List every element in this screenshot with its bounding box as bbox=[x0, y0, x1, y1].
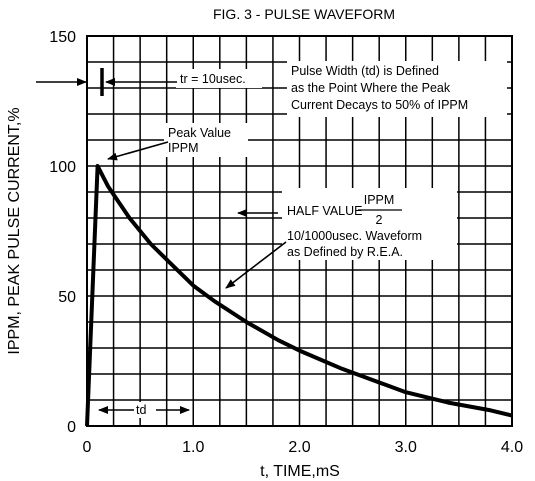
pulse-width-text-1: Pulse Width (td) is Defined bbox=[291, 64, 439, 78]
y-tick-label: 150 bbox=[49, 29, 76, 46]
x-tick-label: 3.0 bbox=[395, 439, 417, 456]
pulse-width-box bbox=[287, 61, 507, 117]
tr-label: tr = 10usec. bbox=[180, 72, 246, 86]
x-tick-labels: 0 1.0 2.0 3.0 4.0 bbox=[83, 439, 524, 456]
half-value-text: HALF VALUE bbox=[287, 204, 363, 218]
pulse-width-text-2: as the Point Where the Peak bbox=[291, 81, 451, 95]
peak-arrow bbox=[107, 141, 169, 161]
y-tick-labels: 0 50 100 150 bbox=[49, 29, 76, 436]
plot-frame bbox=[86, 35, 513, 427]
waveform-curve bbox=[85, 164, 513, 427]
waveform-text-1: 10/1000usec. Waveform bbox=[287, 229, 422, 243]
y-tick-label: 100 bbox=[49, 159, 76, 176]
x-tick-label: 1.0 bbox=[182, 439, 204, 456]
chart-title: FIG. 3 - PULSE WAVEFORM bbox=[213, 6, 395, 22]
x-tick-label: 0 bbox=[83, 439, 92, 456]
peak-label-box bbox=[164, 123, 248, 157]
td-label: td bbox=[136, 403, 146, 417]
tr-label-box bbox=[176, 69, 262, 88]
half-value-box bbox=[282, 188, 457, 260]
y-tick-label: 0 bbox=[67, 419, 76, 436]
half-value-denominator: 2 bbox=[376, 213, 383, 227]
half-value-numerator: IPPM bbox=[364, 193, 395, 207]
peak-ippm-text: IPPM bbox=[168, 141, 199, 155]
peak-value-text: Peak Value bbox=[168, 126, 231, 140]
waveform-text-2: as Defined by R.E.A. bbox=[287, 245, 403, 259]
x-tick-label: 2.0 bbox=[288, 439, 310, 456]
x-axis-label: t, TIME,mS bbox=[260, 463, 340, 480]
y-tick-label: 50 bbox=[58, 289, 76, 306]
td-label-box bbox=[134, 402, 156, 418]
x-tick-label: 4.0 bbox=[501, 439, 523, 456]
pulse-width-text-3: Current Decays to 50% of IPPM bbox=[291, 98, 468, 112]
waveform-arrow bbox=[225, 241, 287, 289]
y-axis-label: IPPM, PEAK PULSE CURRENT,% bbox=[6, 107, 23, 354]
